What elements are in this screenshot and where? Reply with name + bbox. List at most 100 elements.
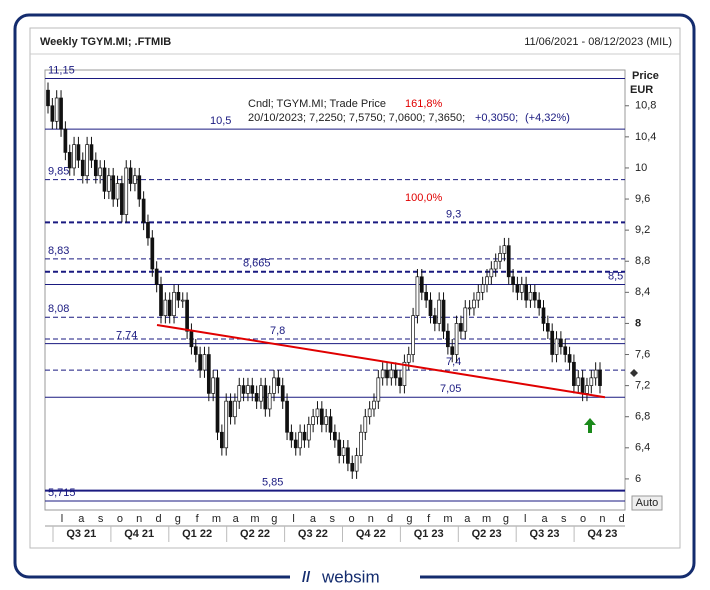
month-label: o [117,513,123,525]
month-label: a [541,513,548,525]
price-label: Price [632,70,659,82]
candle-body [472,299,476,309]
y-tick-label: 6,8 [635,411,650,423]
y-tick-label: 10,4 [635,131,656,143]
candle-body [180,299,185,302]
level-label: 7,05 [440,383,461,395]
candle-body [406,354,411,363]
level-label: 7,4 [446,356,461,368]
candle-body [459,323,463,332]
level-label: 5,715 [48,487,76,499]
month-label: s [329,513,335,525]
candle-body [554,338,559,355]
level-label: 8,5 [608,270,623,282]
candle-body [545,323,550,332]
candle-body [463,307,468,332]
y-tick-label: 10 [635,162,647,174]
month-label: m [482,513,491,525]
month-label: g [271,513,277,525]
candle-body [346,447,350,464]
candle-body [293,439,298,449]
candle-body [432,315,437,324]
month-label: o [348,513,354,525]
auto-button[interactable] [631,495,663,511]
candle-body [567,354,572,363]
candle-body [415,276,420,317]
candle-body [515,284,520,293]
candle-body [102,167,107,192]
candle-body [50,105,55,122]
candle-body [128,167,133,184]
candle-body [72,144,76,169]
candle-body [220,431,224,449]
level-label: 5,85 [262,476,283,488]
candle-body [585,385,589,394]
candle-body [341,447,346,456]
quarter-label: Q1 22 [182,528,212,540]
candle-body [446,330,450,348]
candle-body [376,377,381,402]
candle-body [115,183,120,200]
level-label: 10,5 [210,115,231,127]
candle-body [372,400,376,410]
candle-body [93,159,98,177]
candle-body [502,245,507,254]
month-label: a [464,513,471,525]
candle-body [54,97,59,122]
candle-body [224,400,229,449]
candle-body [359,431,363,456]
level-label: 11,15 [48,64,75,76]
candle-body [563,346,568,355]
candle-body [163,299,168,317]
candle-body [193,346,198,355]
candle-body [285,400,289,433]
level-label: 9,85 [48,166,69,178]
y-tick-label: 7,2 [635,380,650,392]
candle-body [280,385,285,402]
candle-body [333,431,337,441]
candle-body [167,299,172,317]
candle-body [350,463,355,472]
candle-body [354,455,359,472]
candle-body [246,385,250,394]
month-label: m [212,513,221,525]
candle-body [154,268,159,285]
info-change-pct: (+4,32%) [525,112,570,124]
candle-body [272,377,276,394]
brand-logo: // [302,569,311,586]
candle-body [511,276,515,285]
price-marker [630,369,638,377]
candle-body [385,369,389,379]
candle-body [324,416,329,425]
candle-body [306,424,311,441]
candle-body [254,393,259,402]
fib-label: 161,8% [405,98,443,110]
candle-body [559,338,563,348]
candle-body [428,299,433,317]
candle-body [124,167,129,215]
candle-body [298,431,302,449]
candle-body [259,385,263,402]
candle-body [159,284,163,317]
candle-body [398,377,402,386]
candle-body [98,167,103,177]
candle-body [493,260,498,270]
candle-body [480,284,485,293]
candle-body [59,97,63,130]
level-label: 8,665 [243,258,271,270]
month-label: n [368,513,374,525]
candle-body [580,377,585,394]
candle-body [541,307,546,324]
candle-body [506,245,511,278]
month-label: n [599,513,605,525]
candle-body [185,299,189,332]
y-tick-label: 6 [635,473,641,485]
month-label: m [443,513,452,525]
y-tick-label: 10,8 [635,100,656,112]
auto-label[interactable]: Auto [636,497,659,509]
candle-body [489,268,494,278]
month-label: d [387,513,393,525]
signal-arrow [584,418,596,433]
trendline [156,323,606,399]
candle-body [215,377,220,433]
